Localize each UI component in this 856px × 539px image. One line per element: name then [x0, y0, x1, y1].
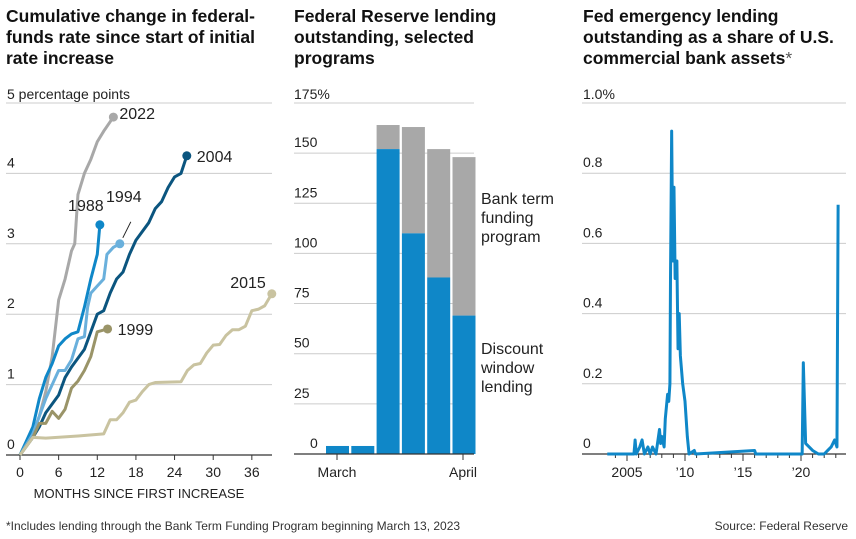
series-line-1988: [18, 224, 102, 456]
series-end-dot-1988: [95, 220, 105, 230]
bar-segment-btfp: [376, 125, 400, 150]
y-axis-label: 175%: [294, 86, 330, 102]
y-tick-label: 50: [294, 335, 310, 351]
bar-segment-discount-window: [351, 445, 375, 454]
legend-label-btfp: Bank term: [481, 191, 554, 208]
bar-segment-btfp: [452, 157, 476, 316]
bar-segment-btfp: [427, 149, 451, 278]
y-tick-label: 25: [294, 385, 310, 401]
chart3-title-text: Fed emergency lending outstanding as a s…: [583, 6, 834, 68]
y-tick-label: 4: [7, 154, 15, 170]
chart3-title: Fed emergency lending outstanding as a s…: [583, 6, 853, 69]
chart1-title: Cumulative change in federal-funds rate …: [6, 6, 255, 68]
x-tick-label: 6: [55, 464, 63, 480]
series-label: 2004: [197, 149, 233, 166]
bar-segment-btfp: [401, 127, 425, 234]
series-end-dot-2015: [267, 289, 277, 299]
y-tick-label: 75: [294, 285, 310, 301]
legend-label-btfp: funding: [481, 210, 534, 227]
x-tick-label: 2005: [611, 464, 642, 480]
series-end-dot-1994: [115, 239, 125, 249]
series-label: 1988: [68, 198, 104, 215]
label-leader: [122, 221, 132, 239]
x-tick-label: ’15: [734, 464, 753, 480]
legend-label-discount-window: window: [480, 360, 535, 377]
y-tick-label: 0.8: [583, 154, 603, 170]
bar-segment-discount-window: [427, 277, 451, 454]
y-axis-label: 1.0%: [583, 86, 615, 102]
series-line-1994: [18, 242, 121, 456]
x-tick-label: 36: [244, 464, 260, 480]
series-end-dot-2004: [182, 151, 192, 161]
x-tick-label: 24: [167, 464, 183, 480]
bar-segment-discount-window: [376, 149, 400, 454]
series-label: 1994: [106, 189, 142, 206]
x-tick-label: 30: [205, 464, 221, 480]
y-tick-label: 1: [7, 366, 15, 382]
bar-segment-discount-window: [401, 233, 425, 454]
y-tick-label: 0.6: [583, 224, 603, 240]
x-tick-label: ’20: [792, 464, 811, 480]
chart3-title-mark: *: [785, 48, 793, 68]
y-tick-label: 0: [7, 436, 15, 452]
bar-segment-discount-window: [452, 315, 476, 454]
x-tick-label: 18: [128, 464, 144, 480]
y-tick-label: 100: [294, 234, 318, 250]
series-end-dot-1999: [103, 324, 113, 334]
y-tick-label: 0: [583, 435, 591, 451]
y-tick-label: 0: [310, 435, 318, 451]
series-line-emergency-lending: [607, 129, 840, 456]
x-axis-label: MONTHS SINCE FIRST INCREASE: [34, 486, 245, 501]
y-tick-label: 0.4: [583, 295, 603, 311]
series-label: 2015: [230, 275, 266, 292]
y-tick-label: 125: [294, 184, 318, 200]
series-line-2015: [18, 293, 274, 456]
chart2-title: Federal Reserve lending outstanding, sel…: [294, 6, 497, 68]
legend-label-btfp: program: [481, 229, 541, 246]
series-label: 1999: [118, 322, 154, 339]
series-label: 2022: [119, 106, 155, 123]
x-tick-label: ’10: [676, 464, 695, 480]
y-tick-label: 150: [294, 134, 318, 150]
y-tick-label: 3: [7, 225, 15, 241]
bar-segment-discount-window: [326, 445, 349, 454]
source-note: Source: Federal Reserve: [714, 519, 848, 533]
series-end-dot-2022: [108, 112, 118, 122]
x-tick-label: March: [318, 464, 357, 480]
legend-label-discount-window: Discount: [481, 341, 544, 358]
footnote: *Includes lending through the Bank Term …: [6, 519, 461, 533]
y-tick-label: 2: [7, 295, 15, 311]
series-line-1999: [18, 327, 108, 456]
series-line-2004: [18, 155, 189, 456]
y-axis-label: 5 percentage points: [7, 86, 130, 102]
legend-label-discount-window: lending: [481, 379, 533, 396]
x-tick-label: 12: [89, 464, 105, 480]
x-tick-label: 0: [16, 464, 24, 480]
x-tick-label: April: [449, 464, 477, 480]
y-tick-label: 0.2: [583, 365, 603, 381]
